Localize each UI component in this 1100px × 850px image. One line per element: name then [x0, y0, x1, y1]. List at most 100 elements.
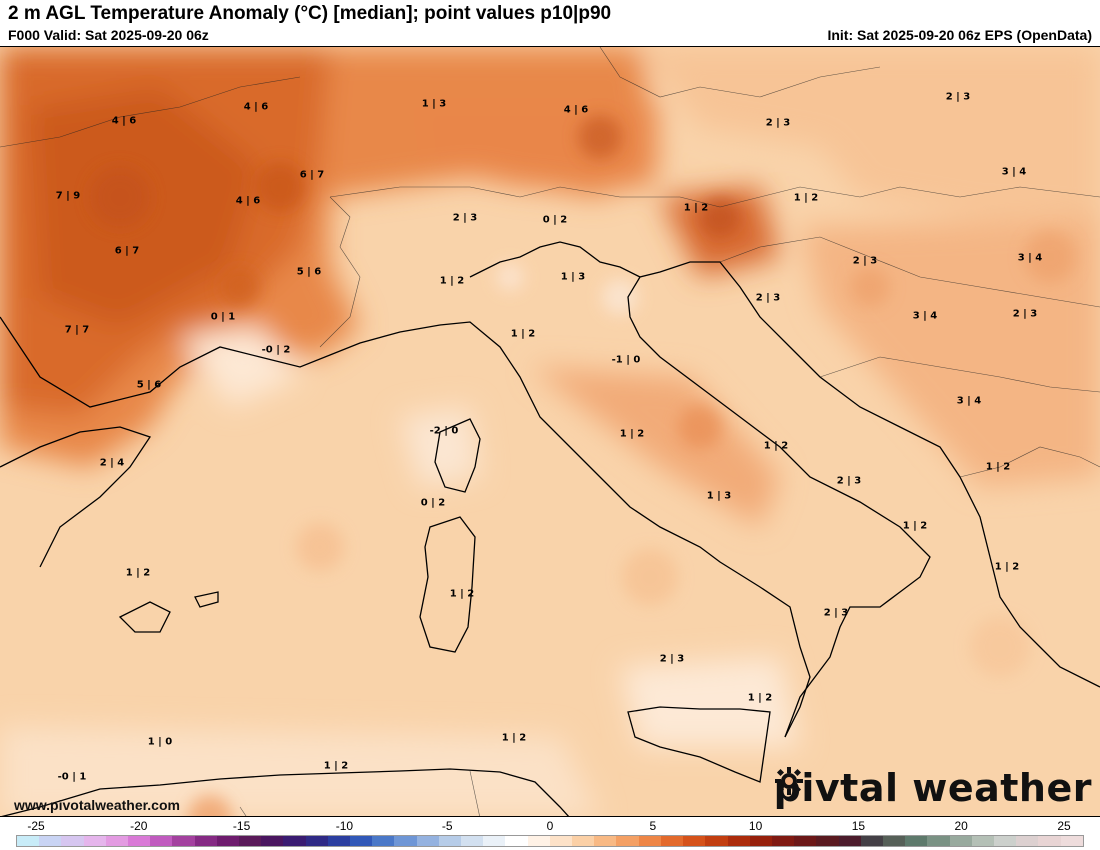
colorbar-swatch [194, 836, 217, 846]
point-value-label: 5 | 6 [136, 379, 162, 391]
anomaly-map[interactable]: 4 | 6 4 | 6 1 | 3 4 | 6 2 | 3 2 | 3 7 | 9 6 | 7… [0, 46, 1100, 817]
point-value-label: 6 | 7 [114, 245, 140, 257]
colorbar-swatch [749, 836, 772, 846]
point-value-label: 4 | 6 [243, 101, 269, 113]
init-time: Init: Sat 2025-09-20 06z EPS (OpenData) [827, 27, 1092, 43]
colorbar-swatch [816, 836, 839, 846]
colorbar-ticks: -25 -20 -15 -10 -5 0 5 10 15 20 25 [0, 819, 1100, 833]
point-value-label: 1 | 2 [902, 520, 928, 532]
colorbar-tick-label: 5 [649, 819, 657, 833]
point-value-label: 4 | 6 [235, 195, 261, 207]
texture [90, 115, 1076, 816]
point-value-label: 4 | 6 [563, 104, 589, 116]
point-value-label: 2 | 3 [945, 91, 971, 103]
point-value-label: 1 | 2 [763, 440, 789, 452]
point-value-label: 3 | 4 [1017, 252, 1043, 264]
colorbar-swatch [17, 836, 40, 846]
colorbar-swatch [771, 836, 795, 846]
colorbar-swatch [727, 836, 750, 846]
point-value-label: 2 | 3 [836, 475, 862, 487]
point-value-label: 7 | 7 [64, 324, 90, 336]
colorbar-swatch [638, 836, 661, 846]
colorbar-tick-label: -15 [232, 819, 251, 833]
point-value-label: -2 | 0 [429, 425, 459, 437]
colorbar-swatch [394, 836, 417, 846]
map-canvas [0, 47, 1100, 816]
point-value-label: -0 | 1 [57, 771, 87, 783]
point-value-label: 2 | 3 [659, 653, 685, 665]
colorbar-swatch [882, 836, 906, 846]
borders [0, 47, 1100, 816]
gear-icon [774, 767, 803, 795]
colorbar-swatch [327, 836, 351, 846]
colorbar-swatch [838, 836, 861, 846]
colorbar-swatch [1038, 836, 1061, 846]
point-value-label: 2 | 3 [765, 117, 791, 129]
colorbar-tick-label: 25 [1057, 819, 1071, 833]
colorbar-swatch [527, 836, 550, 846]
colorbar-tick-label: -10 [335, 819, 354, 833]
point-value-label: 3 | 4 [912, 310, 938, 322]
website-url[interactable]: www.pivotalweather.com [14, 797, 180, 813]
point-value-label: 0 | 2 [542, 214, 568, 226]
colorbar-swatch [105, 836, 129, 846]
colorbar-tick-label: -20 [130, 819, 148, 833]
colorbar-swatch [794, 836, 817, 846]
colorbar-swatch [1016, 836, 1039, 846]
point-value-label: 1 | 2 [501, 732, 527, 744]
colorbar-swatch [927, 836, 950, 846]
colorbar-tick-label: 15 [851, 819, 866, 833]
point-value-label: -0 | 2 [261, 344, 291, 356]
point-value-label: 1 | 2 [747, 692, 773, 704]
colorbar-swatch [61, 836, 84, 846]
colorbar-swatch [83, 836, 106, 846]
colorbar-swatch [594, 836, 617, 846]
colorbar-swatch [261, 836, 284, 846]
pivotal-weather-logo: piv tal weather [774, 766, 1092, 810]
logo-text-left: piv [773, 766, 841, 810]
colorbar-swatch [705, 836, 728, 846]
colorbar-swatch [993, 836, 1017, 846]
point-value-label: 1 | 2 [985, 461, 1011, 473]
point-value-label: 2 | 3 [452, 212, 478, 224]
point-value-label: -1 | 0 [611, 354, 641, 366]
point-value-label: 0 | 2 [420, 497, 446, 509]
anomaly-field [0, 47, 1100, 816]
colorbar-swatch [971, 836, 994, 846]
colorbar-swatch [216, 836, 240, 846]
point-value-label: 2 | 3 [852, 255, 878, 267]
colorbar-swatch [949, 836, 972, 846]
colorbar-tick-label: -5 [441, 819, 453, 833]
point-value-label: 2 | 3 [1012, 308, 1038, 320]
map-title: 2 m AGL Temperature Anomaly (°C) [median… [8, 3, 612, 24]
point-value-label: 5 | 6 [296, 266, 322, 278]
point-value-label: 1 | 2 [619, 428, 645, 440]
colorbar-swatch [683, 836, 706, 846]
valid-time: F000 Valid: Sat 2025-09-20 06z [8, 27, 209, 43]
point-value-label: 7 | 9 [55, 190, 81, 202]
colorbar-swatch [1060, 836, 1083, 846]
logo-text-right: tal weather [840, 766, 1092, 810]
point-value-label: 2 | 4 [99, 457, 125, 469]
point-value-label: 6 | 7 [299, 169, 325, 181]
colorbar-swatch [461, 836, 484, 846]
point-value-label: 2 | 3 [755, 292, 781, 304]
colorbar-swatch [660, 836, 684, 846]
colorbar-swatch [239, 836, 262, 846]
colorbar-swatch [483, 836, 506, 846]
point-value-label: 0 | 1 [210, 311, 236, 323]
point-value-label: 1 | 3 [560, 271, 586, 283]
colorbar-swatch [505, 836, 528, 846]
colorbar-swatch [39, 836, 62, 846]
point-value-label: 1 | 2 [793, 192, 819, 204]
colorbar-swatch [350, 836, 373, 846]
colorbar-swatch [372, 836, 395, 846]
point-value-label: 3 | 4 [1001, 166, 1027, 178]
coastlines [0, 241, 1100, 816]
point-value-label: 1 | 2 [323, 760, 349, 772]
colorbar-swatch [283, 836, 306, 846]
point-value-label: 3 | 4 [956, 395, 982, 407]
colorbar-swatch [416, 836, 439, 846]
colorbar-swatch [549, 836, 573, 846]
point-value-label: 2 | 3 [823, 607, 849, 619]
